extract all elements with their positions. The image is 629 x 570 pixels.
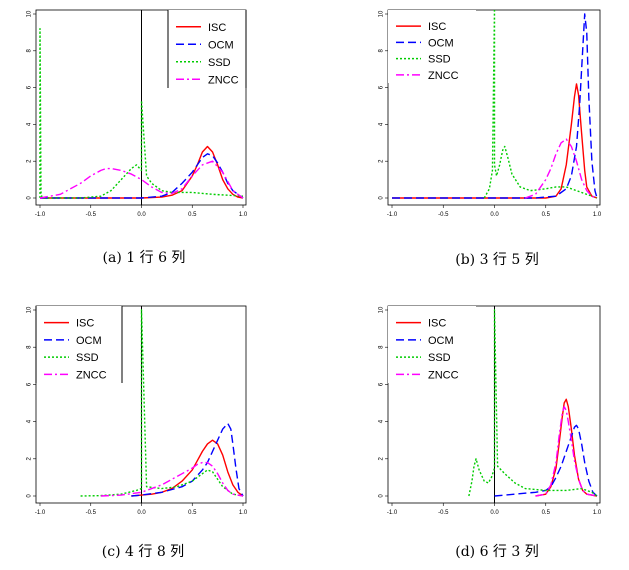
x-tick-label: 1.0	[593, 212, 602, 218]
y-tick-label: 4	[379, 419, 385, 423]
y-tick-label: 4	[27, 122, 33, 126]
legend: ISC OCM SSD ZNCC	[388, 306, 476, 383]
y-tick-label: 6	[27, 85, 33, 89]
legend: ISC OCM SSD ZNCC	[35, 306, 123, 383]
x-tick-label: 0.0	[490, 212, 499, 218]
x-tick-label: 0.0	[137, 510, 146, 516]
y-tick-label: 0	[27, 196, 33, 200]
y-tick-label: 8	[379, 345, 385, 349]
plot-area	[392, 10, 598, 199]
x-tick-label: -0.5	[86, 510, 97, 516]
series-line-ocm	[131, 422, 244, 497]
series-line-ocm	[392, 13, 598, 199]
legend-label-ssd: SSD	[428, 352, 451, 364]
y-tick-label: 2	[27, 456, 33, 460]
series-line-ssd	[483, 10, 598, 199]
panel-caption: (b) 3 行 5 列	[455, 252, 539, 268]
legend-label-ssd: SSD	[428, 54, 451, 66]
series-line-isc	[40, 145, 244, 199]
y-tick-label: 0	[379, 494, 385, 498]
chart-panel-2: 0 2 4 6 8 10 -1.0 -0.5 0.0 0.5 1.0 ISC OCM SSD ZNCC (b)…	[379, 9, 602, 268]
legend-label-isc: ISC	[208, 22, 226, 34]
panel-caption: (d) 6 行 3 列	[455, 544, 539, 560]
plot-area	[39, 10, 244, 205]
x-tick-label: 1.0	[239, 212, 248, 218]
x-tick-label: 0.5	[542, 212, 551, 218]
y-tick-label: 10	[27, 306, 33, 313]
chart-panel-4: 0 2 4 6 8 10 -1.0 -0.5 0.0 0.5 1.0 ISC OCM SSD ZNCC (d)…	[379, 305, 602, 560]
legend-label-ocm: OCM	[208, 39, 234, 51]
x-tick-label: 1.0	[239, 510, 248, 516]
series-line-zncc	[535, 406, 598, 497]
y-tick-label: 6	[27, 382, 33, 386]
x-tick-label: 0.5	[188, 212, 197, 218]
y-tick-label: 4	[379, 122, 385, 126]
series-line-ocm	[494, 424, 598, 497]
chart-panel-1: 0 2 4 6 8 10 -1.0 -0.5 0.0 0.5 1.0 ISC OCM SSD ZNCC (a)…	[27, 9, 248, 266]
x-tick-label: -1.0	[387, 212, 398, 218]
x-tick-label: -0.5	[438, 510, 449, 516]
y-tick-label: 6	[379, 382, 385, 386]
x-tick-label: 0.5	[542, 510, 551, 516]
legend-bg	[388, 10, 476, 83]
x-tick-label: 0.5	[188, 510, 197, 516]
series-line-ocm	[40, 153, 244, 199]
legend-label-isc: ISC	[76, 318, 94, 330]
x-tick-label: 0.0	[490, 510, 499, 516]
x-tick-label: -1.0	[35, 212, 46, 218]
y-tick-label: 2	[379, 456, 385, 460]
series-line-ssd	[80, 309, 244, 497]
series-line-ssd	[468, 309, 598, 497]
x-tick-label: 1.0	[593, 510, 602, 516]
y-tick-label: 0	[379, 196, 385, 200]
legend-bg	[168, 10, 246, 88]
legend-label-isc: ISC	[428, 21, 446, 33]
legend-label-zncc: ZNCC	[428, 70, 459, 82]
legend-label-ocm: OCM	[428, 37, 454, 49]
y-tick-label: 0	[27, 494, 33, 498]
y-tick-label: 4	[27, 419, 33, 423]
series-line-zncc	[525, 138, 598, 199]
series-line-zncc	[39, 160, 244, 199]
y-tick-label: 6	[379, 85, 385, 89]
chart-panel-3: 0 2 4 6 8 10 -1.0 -0.5 0.0 0.5 1.0 ISC OCM SSD ZNCC (c)…	[27, 305, 248, 560]
y-tick-label: 8	[27, 48, 33, 52]
series-line-zncc	[100, 461, 244, 497]
legend-bg	[388, 306, 476, 383]
y-tick-label: 8	[379, 48, 385, 52]
legend-label-zncc: ZNCC	[76, 369, 107, 381]
y-tick-label: 2	[27, 159, 33, 163]
y-tick-label: 10	[27, 10, 33, 17]
x-tick-label: -1.0	[35, 510, 46, 516]
y-tick-label: 8	[27, 345, 33, 349]
x-tick-label: -0.5	[438, 212, 449, 218]
x-tick-label: -0.5	[86, 212, 97, 218]
series-line-ssd	[39, 28, 244, 199]
x-tick-label: -1.0	[387, 510, 398, 516]
plot-area	[80, 306, 244, 503]
legend-bg	[36, 306, 122, 383]
legend-label-ocm: OCM	[428, 335, 454, 347]
legend-label-ssd: SSD	[208, 57, 231, 69]
legend: ISC OCM SSD ZNCC	[167, 10, 247, 88]
legend: ISC OCM SSD ZNCC	[388, 10, 476, 83]
legend-label-isc: ISC	[428, 318, 446, 330]
x-tick-label: 0.0	[137, 212, 146, 218]
legend-label-zncc: ZNCC	[208, 74, 239, 86]
plot-area	[468, 306, 598, 503]
legend-label-ocm: OCM	[76, 335, 102, 347]
panel-caption: (c) 4 行 8 列	[102, 544, 184, 560]
series-line-isc	[392, 83, 598, 199]
y-tick-label: 2	[379, 159, 385, 163]
y-tick-label: 10	[379, 306, 385, 313]
legend-label-ssd: SSD	[76, 352, 99, 364]
panel-caption: (a) 1 行 6 列	[103, 250, 186, 266]
y-tick-label: 10	[379, 10, 385, 17]
legend-label-zncc: ZNCC	[428, 369, 459, 381]
